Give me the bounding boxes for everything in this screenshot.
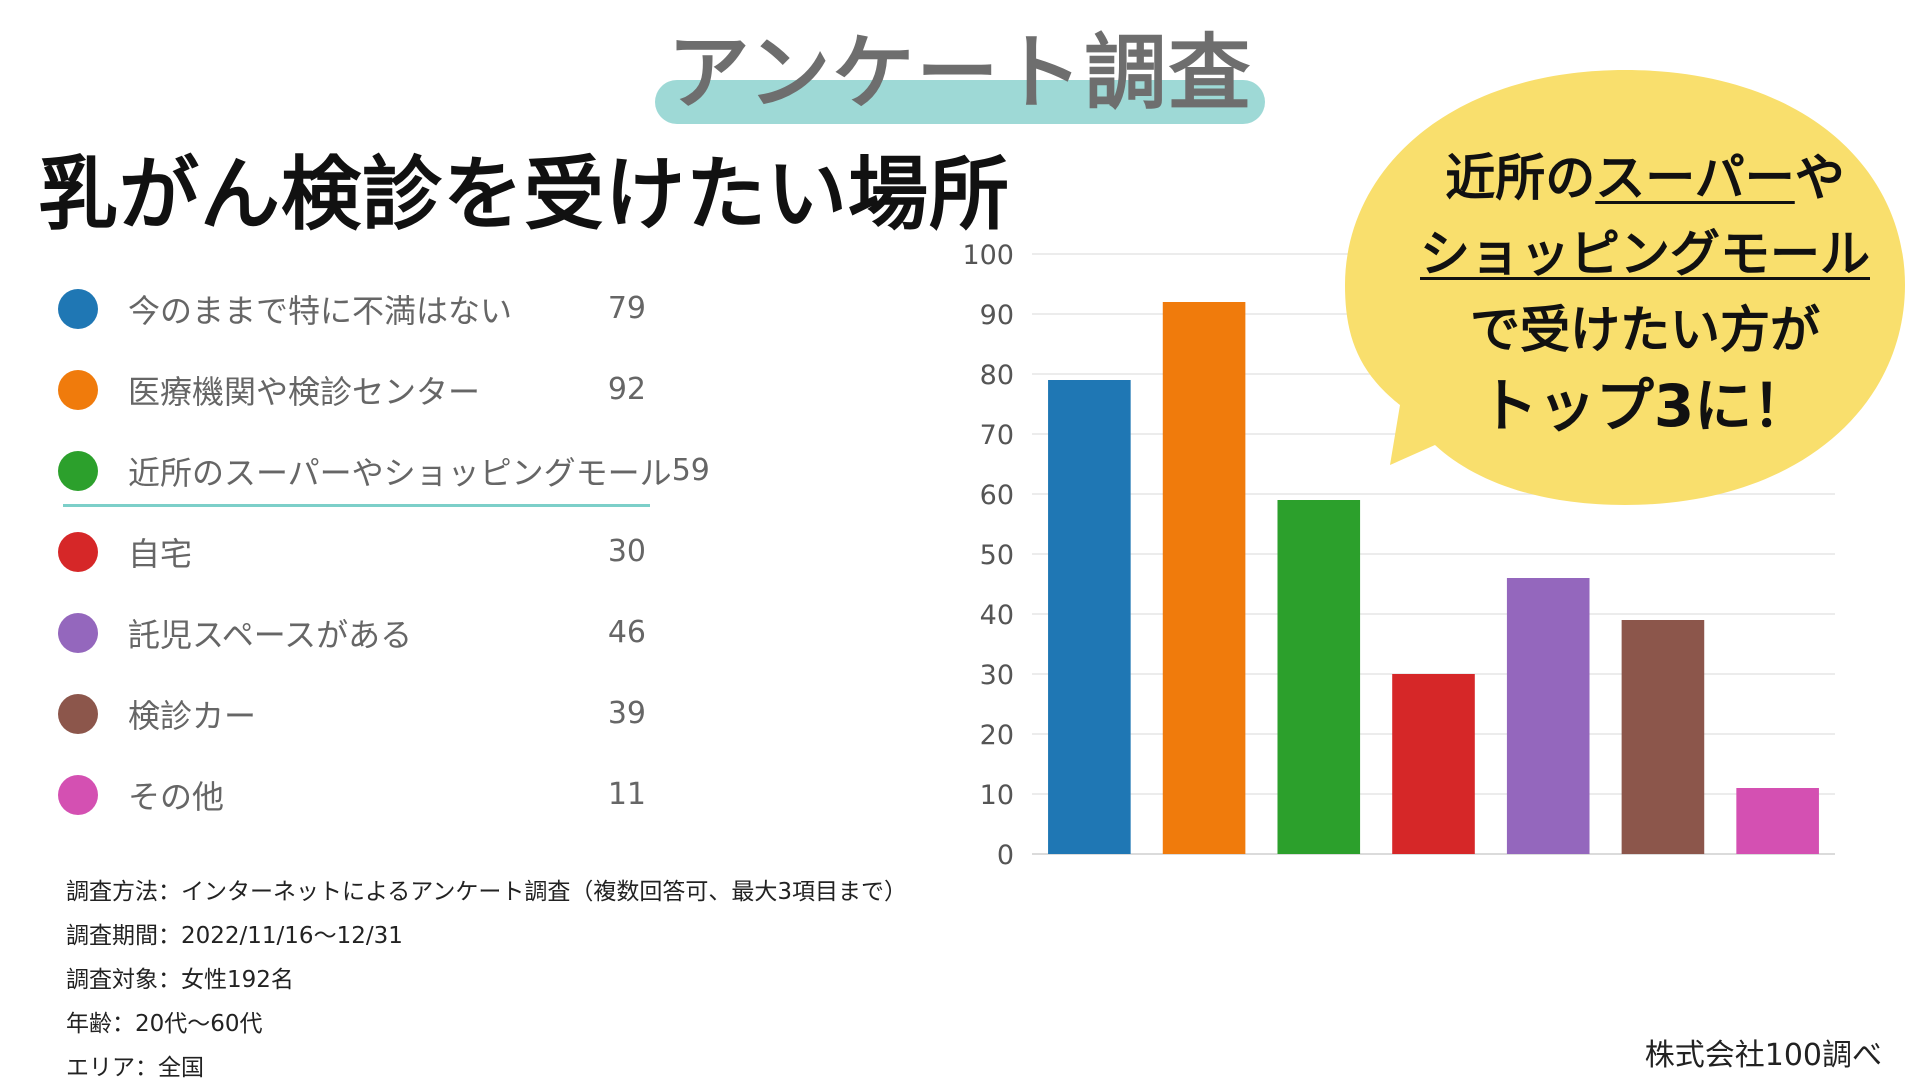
legend-label: 医療機関や検診センター	[128, 372, 481, 411]
y-tick-label: 90	[980, 300, 1014, 331]
bar	[1506, 578, 1590, 854]
callout-text: 近所のスーパーや ショッピングモール で受けたい方が トップ3に！	[1325, 140, 1920, 444]
legend-item: 自宅 30	[58, 511, 658, 592]
bar	[1048, 380, 1131, 854]
header-title: アンケート調査	[667, 26, 1253, 121]
note-method: 調査方法：インターネットによるアンケート調査（複数回答可、最大3項目まで）	[66, 879, 908, 905]
legend-dot	[58, 288, 98, 329]
bar	[1277, 500, 1361, 854]
legend-value: 92	[607, 372, 646, 407]
y-tick-label: 60	[980, 480, 1014, 511]
callout-line-1a: 近所の	[1445, 149, 1596, 207]
survey-notes: 調査方法：インターネットによるアンケート調査（複数回答可、最大3項目まで） 調査…	[66, 870, 907, 1090]
legend-item: 今のままで特に不満はない 79	[58, 268, 658, 349]
source-credit: 株式会社100調べ	[1644, 1038, 1882, 1073]
legend-label: 近所のスーパーやショッピングモール	[128, 453, 672, 492]
legend-value: 46	[607, 615, 646, 650]
callout-bubble-shape	[1345, 70, 1905, 505]
bar-chart: 0 10 20 30 40 50 60 70 80 90 100	[962, 240, 1835, 870]
callout-line-2: ショッピングモール	[1325, 216, 1920, 292]
y-tick-label: 20	[980, 720, 1014, 751]
callout-line-2-text: ショッピングモール	[1420, 225, 1870, 283]
legend-list: 今のままで特に不満はない 79 医療機関や検診センター 92 近所のスーパーやシ…	[58, 268, 710, 835]
callout-bubble	[1345, 70, 1905, 505]
chart-subtitle: 乳がん検診を受けたい場所	[38, 148, 1010, 241]
legend-dot	[58, 693, 98, 734]
y-tick-label: 0	[997, 840, 1014, 870]
legend-item: その他 11	[58, 754, 658, 835]
callout-line-1c: や	[1794, 149, 1845, 207]
legend-label: 今のままで特に不満はない	[128, 291, 513, 330]
bar	[1736, 788, 1819, 854]
y-tick-label: 30	[980, 660, 1014, 691]
legend-item: 託児スペースがある 46	[58, 592, 658, 673]
note-period: 調査期間：2022/11/16〜12/31	[66, 923, 403, 949]
legend-value: 59	[671, 453, 710, 488]
y-tick-label: 70	[980, 420, 1014, 451]
legend-value: 30	[607, 534, 646, 569]
legend-item-highlighted: 近所のスーパーやショッピングモール 59	[58, 430, 710, 511]
y-tick-label: 50	[980, 540, 1014, 571]
legend-dot	[58, 369, 98, 410]
legend-label: 検診カー	[128, 696, 257, 735]
legend-item: 検診カー 39	[58, 673, 658, 754]
legend-label: 自宅	[128, 534, 193, 573]
bar	[1162, 302, 1246, 854]
legend-dot	[58, 774, 98, 815]
legend-item: 医療機関や検診センター 92	[58, 349, 658, 430]
legend-dot	[58, 531, 98, 572]
bar	[1392, 674, 1475, 854]
legend-value: 79	[607, 291, 646, 326]
callout-line-3: で受けたい方が	[1470, 301, 1820, 359]
legend-label: 託児スペースがある	[128, 615, 413, 654]
legend-label: その他	[128, 777, 225, 816]
bar	[1621, 620, 1705, 854]
note-age: 年齢：20代〜60代	[66, 1011, 263, 1037]
legend-dot	[58, 450, 98, 491]
header-highlight-bar	[655, 80, 1265, 124]
note-target: 調査対象：女性192名	[66, 967, 294, 993]
legend-dot	[58, 612, 98, 653]
legend-value: 39	[607, 696, 646, 731]
legend-value: 11	[607, 777, 646, 812]
note-area: エリア：全国	[66, 1055, 204, 1081]
y-tick-label: 100	[962, 240, 1014, 271]
y-tick-label: 10	[980, 780, 1014, 811]
callout-line-1: 近所のスーパーや	[1325, 140, 1920, 216]
y-tick-label: 80	[980, 360, 1014, 391]
y-tick-label: 40	[980, 600, 1014, 631]
callout-line-4: トップ3に！	[1479, 372, 1811, 440]
callout-line-1b: スーパー	[1595, 149, 1795, 207]
